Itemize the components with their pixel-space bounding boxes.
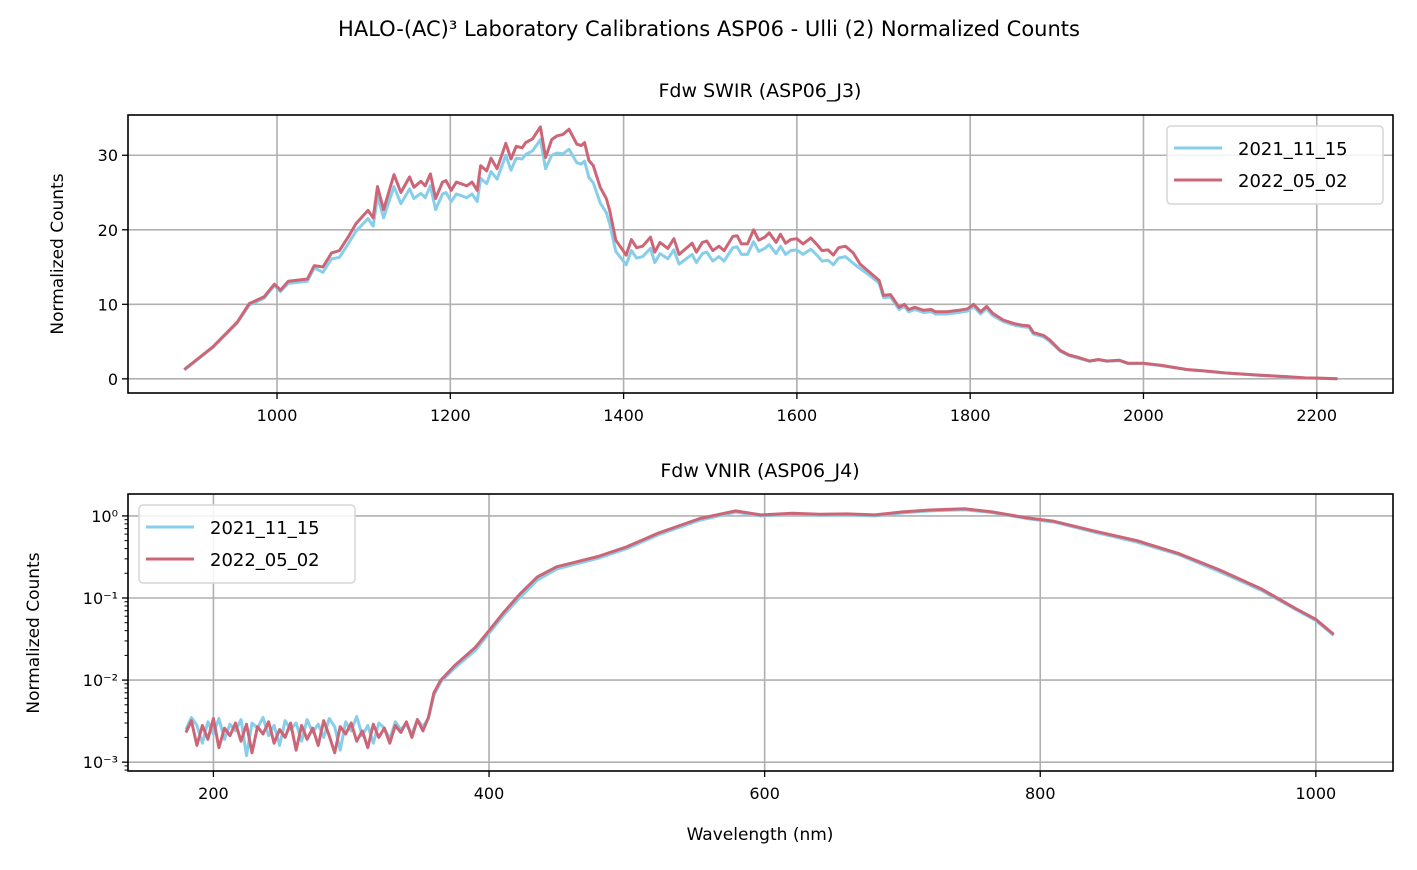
swir-title: Fdw SWIR (ASP06_J3) (659, 80, 862, 102)
vnir-xlabel: Wavelength (nm) (687, 825, 834, 845)
series-line-2021_11_15 (184, 508, 1335, 758)
axes-frame (127, 114, 1394, 394)
x-tick-label: 1600 (777, 406, 818, 425)
vnir-ylabel: Normalized Counts (24, 552, 44, 713)
y-tick-label: 10⁰ (91, 507, 118, 526)
legend: 2021_11_15 2022_05_02 (138, 504, 356, 584)
y-tick-label: 0 (108, 370, 118, 389)
series-line-2021_11_15 (183, 138, 1338, 381)
x-tick-label: 1200 (430, 406, 471, 425)
legend-label: 2022_05_02 (1238, 171, 1348, 192)
x-tick-label: 600 (749, 784, 780, 803)
legend-box (138, 504, 356, 584)
x-tick-label: 400 (474, 784, 505, 803)
legend-box (1166, 125, 1384, 205)
x-tick-label: 800 (1025, 784, 1056, 803)
vnir-title: Fdw VNIR (ASP06_J4) (660, 460, 859, 482)
x-tick-label: 2000 (1123, 406, 1164, 425)
legend-label: 2022_05_02 (210, 550, 320, 571)
y-tick-label: 10⁻¹ (83, 589, 118, 608)
y-tick-label: 10⁻³ (83, 753, 118, 772)
swir-subplot: Fdw SWIR (ASP06_J3) Normalized Counts 10… (48, 80, 1394, 425)
axes-frame (127, 493, 1394, 772)
x-tick-label: 1400 (603, 406, 644, 425)
legend: 2021_11_15 2022_05_02 (1166, 125, 1384, 205)
x-tick-label: 1000 (1295, 784, 1336, 803)
x-tick-label: 1000 (257, 406, 298, 425)
y-tick-label: 30 (98, 146, 118, 165)
y-tick-label: 20 (98, 221, 118, 240)
y-tick-label: 10 (98, 295, 118, 314)
series-line-2022_05_02 (183, 125, 1338, 381)
y-tick-label: 10⁻² (83, 671, 118, 690)
vnir-subplot: Fdw VNIR (ASP06_J4) Normalized Counts Wa… (24, 460, 1394, 845)
x-tick-label: 1800 (950, 406, 991, 425)
legend-label: 2021_11_15 (210, 518, 320, 539)
series-line-2022_05_02 (184, 507, 1335, 755)
figure-title: HALO-(AC)³ Laboratory Calibrations ASP06… (338, 17, 1080, 41)
swir-ylabel: Normalized Counts (48, 173, 68, 334)
x-tick-label: 200 (198, 784, 229, 803)
x-tick-label: 2200 (1296, 406, 1337, 425)
legend-label: 2021_11_15 (1238, 139, 1348, 160)
